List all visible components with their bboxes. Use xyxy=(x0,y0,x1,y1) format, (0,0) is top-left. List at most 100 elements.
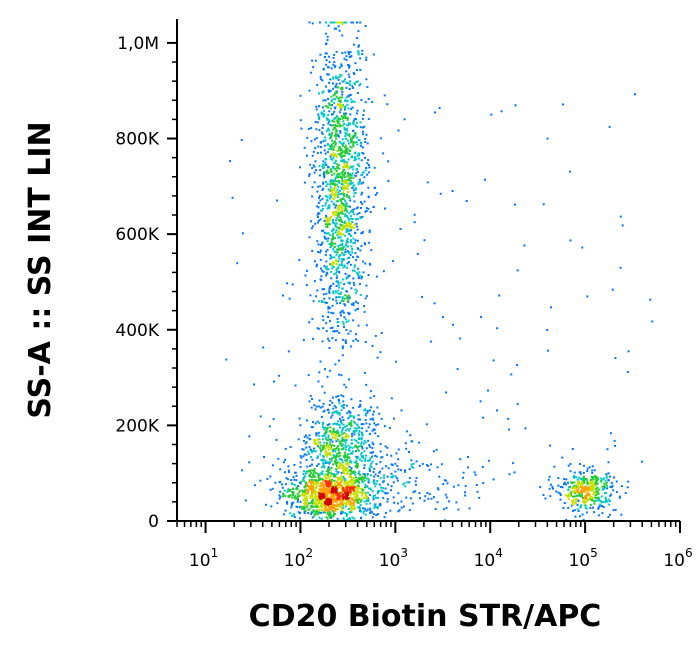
event-dot xyxy=(344,505,347,508)
event-dot xyxy=(339,443,342,446)
event-dot xyxy=(593,492,596,495)
event-dot xyxy=(331,261,334,264)
event-dot xyxy=(577,491,580,494)
event-dot xyxy=(318,496,321,499)
event-dot xyxy=(334,143,337,146)
event-dot xyxy=(569,494,571,497)
event-dot xyxy=(342,406,345,409)
event-dot xyxy=(567,481,569,484)
event-dot xyxy=(331,124,334,127)
event-dot xyxy=(348,88,351,90)
event-dot xyxy=(352,87,355,89)
event-dot xyxy=(335,156,338,158)
event-dot xyxy=(354,489,357,492)
event-dot xyxy=(334,494,337,497)
event-dot xyxy=(329,107,332,110)
event-dot xyxy=(362,456,364,459)
event-dot xyxy=(305,498,308,501)
y-tick-label: 200K xyxy=(115,416,159,436)
event-dot xyxy=(319,78,322,81)
event-dot xyxy=(356,455,359,458)
event-dot xyxy=(352,505,355,507)
event-dot xyxy=(336,302,339,305)
event-dot xyxy=(335,262,338,265)
event-dot xyxy=(403,469,406,472)
axes xyxy=(176,19,680,522)
event-dot xyxy=(340,512,342,515)
event-dot xyxy=(327,97,330,100)
event-dot xyxy=(326,473,329,476)
event-dot xyxy=(331,234,334,237)
event-dot xyxy=(339,417,341,420)
event-dot xyxy=(332,266,335,268)
event-dot xyxy=(325,85,327,88)
event-dot xyxy=(370,249,373,252)
event-dot xyxy=(341,93,344,96)
event-dot xyxy=(342,203,344,206)
event-dot xyxy=(574,515,577,518)
event-dot xyxy=(330,244,333,246)
event-dot xyxy=(337,164,340,167)
event-dot xyxy=(338,244,341,247)
event-dot xyxy=(327,436,330,438)
event-dot xyxy=(350,510,353,513)
event-dot xyxy=(433,302,436,305)
event-dot xyxy=(316,263,318,266)
event-dot xyxy=(353,241,356,244)
event-dot xyxy=(313,514,316,517)
event-dot xyxy=(356,228,359,231)
event-dot xyxy=(302,506,305,508)
event-dot xyxy=(343,79,346,82)
event-dot xyxy=(329,186,332,189)
event-dot xyxy=(344,318,347,321)
event-dot xyxy=(334,168,337,171)
event-dot xyxy=(325,43,328,46)
event-dot xyxy=(344,432,347,435)
event-dot xyxy=(397,448,400,451)
event-dot xyxy=(337,21,340,24)
event-dot xyxy=(332,232,335,235)
event-dot xyxy=(340,74,343,77)
event-dot xyxy=(361,49,364,52)
event-dot xyxy=(335,285,338,287)
event-dot xyxy=(343,227,346,230)
event-dot xyxy=(593,500,596,503)
event-dot xyxy=(347,252,350,255)
event-dot xyxy=(287,350,290,353)
event-dot xyxy=(606,484,608,487)
event-dot xyxy=(337,266,340,269)
event-dot xyxy=(377,423,380,426)
event-dot xyxy=(346,290,349,293)
event-dot xyxy=(340,21,343,24)
event-dot xyxy=(353,461,356,464)
event-dot xyxy=(362,271,365,274)
event-dot xyxy=(324,474,326,477)
event-dot xyxy=(574,502,577,505)
event-dot xyxy=(360,99,363,101)
event-dot xyxy=(343,186,346,189)
event-dot xyxy=(577,510,580,512)
event-dot xyxy=(334,225,337,228)
event-dot xyxy=(352,165,355,168)
event-dot xyxy=(375,506,378,509)
event-dot xyxy=(364,483,367,486)
event-dot xyxy=(333,448,336,451)
event-dot xyxy=(340,445,343,447)
event-dot xyxy=(347,503,349,505)
event-dot xyxy=(339,254,342,256)
event-dot xyxy=(359,477,362,480)
event-dot xyxy=(342,447,344,450)
event-dot xyxy=(347,518,350,520)
event-dot xyxy=(344,51,347,54)
event-dot xyxy=(336,455,339,457)
event-dot xyxy=(373,504,376,507)
event-dot xyxy=(358,445,361,448)
event-dot xyxy=(397,510,400,513)
event-dot xyxy=(317,490,320,493)
event-dot xyxy=(346,117,349,120)
event-dot xyxy=(241,469,244,472)
event-dot xyxy=(382,487,385,489)
event-dot xyxy=(336,166,339,169)
event-dot xyxy=(368,459,371,462)
event-dot xyxy=(320,113,323,116)
